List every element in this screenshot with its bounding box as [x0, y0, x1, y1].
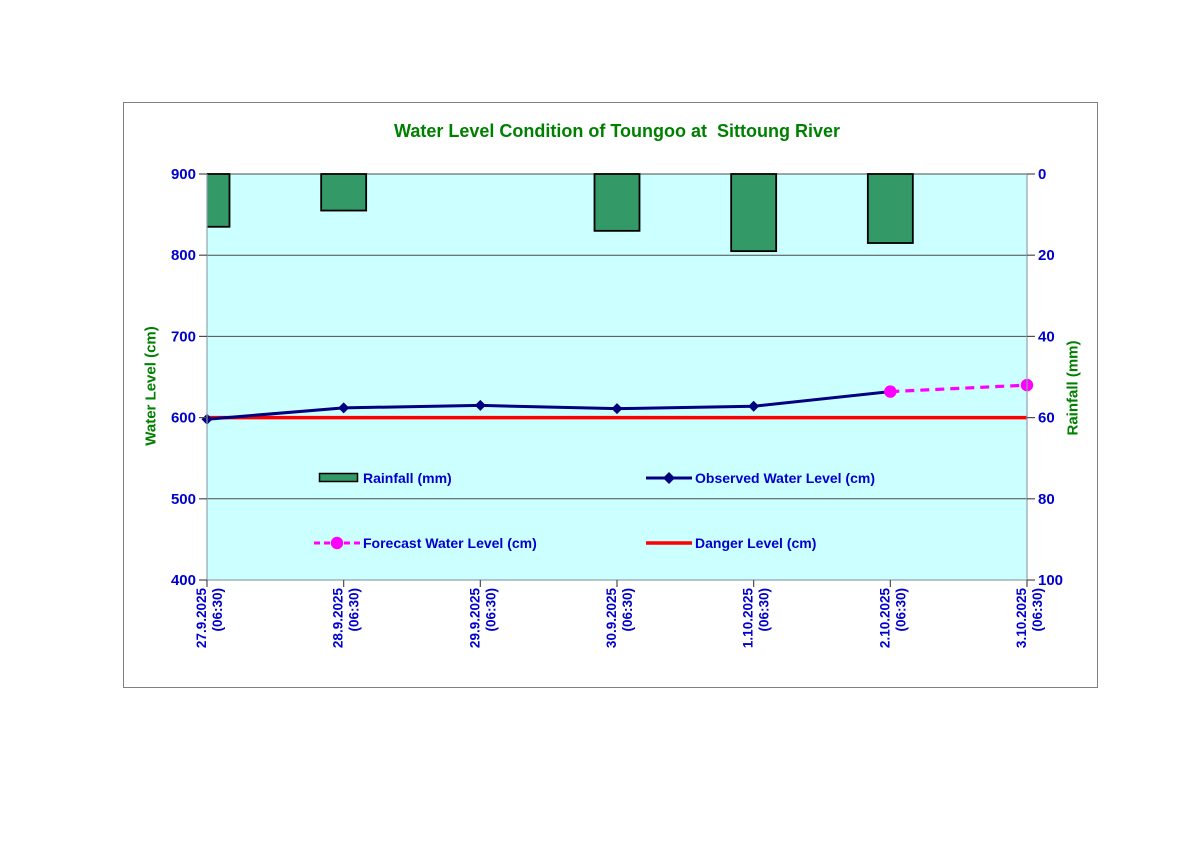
x-axis-date-label: 2.10.2025 — [877, 588, 892, 649]
rainfall-bar — [730, 173, 778, 253]
left-tick-label: 700 — [171, 328, 196, 345]
left-tick-label: 800 — [171, 247, 196, 264]
x-axis-date-label: 27.9.2025 — [194, 588, 209, 649]
right-tick-label: 0 — [1038, 166, 1046, 183]
left-axis-title: Water Level (cm) — [142, 326, 160, 446]
legend-label-forecast: Forecast Water Level (cm) — [363, 535, 537, 551]
left-tick-label: 400 — [171, 572, 196, 589]
legend-item-observed: Observed Water Level (cm) — [646, 470, 875, 486]
x-axis-date-label: 30.9.2025 — [604, 588, 619, 649]
chart-title: Water Level Condition of Toungoo at Sitt… — [394, 121, 840, 141]
observed-marker — [748, 400, 760, 412]
left-tick-label: 900 — [171, 166, 196, 183]
legend-item-forecast: Forecast Water Level (cm) — [314, 535, 537, 551]
right-tick-label: 80 — [1038, 491, 1055, 508]
right-tick-label: 20 — [1038, 247, 1055, 264]
x-axis-date-label: 3.10.2025 — [1014, 588, 1029, 649]
forecast-legend-circle — [330, 536, 344, 550]
left-tick-label: 600 — [171, 410, 196, 427]
forecast-line — [890, 383, 1028, 394]
forecast-marker — [884, 385, 897, 398]
observed-line-icon — [646, 472, 692, 484]
right-axis-title: Rainfall (mm) — [1064, 340, 1082, 436]
rainfall-bar — [593, 173, 641, 232]
rainfall-swatch-icon — [318, 472, 359, 483]
observed-marker — [611, 403, 623, 415]
rainfall-swatch — [318, 472, 359, 483]
right-tick-label: 40 — [1038, 328, 1055, 345]
x-axis-time-label: (06:30) — [483, 588, 498, 632]
x-axis-date-label: 29.9.2025 — [467, 588, 482, 649]
legend-label-observed: Observed Water Level (cm) — [695, 470, 875, 486]
x-axis-time-label: (06:30) — [893, 588, 908, 632]
x-axis-date-label: 28.9.2025 — [331, 588, 346, 649]
x-axis-time-label: (06:30) — [347, 588, 362, 632]
legend-item-danger: Danger Level (cm) — [646, 535, 816, 551]
rainfall-bar — [866, 173, 914, 244]
x-axis-date-label: 1.10.2025 — [741, 588, 756, 649]
rainfall-bar — [320, 173, 368, 212]
right-tick-label: 60 — [1038, 410, 1055, 427]
right-tick-label: 100 — [1038, 572, 1063, 589]
observed-marker — [338, 402, 350, 414]
observed-line — [206, 390, 891, 421]
left-tick-label: 500 — [171, 491, 196, 508]
danger-line-icon — [646, 541, 692, 545]
x-axis-time-label: (06:30) — [620, 588, 635, 632]
observed-marker — [474, 399, 486, 411]
x-axis-time-label: (06:30) — [757, 588, 772, 632]
forecast-line-icon — [314, 536, 360, 550]
legend-item-rainfall: Rainfall (mm) — [318, 470, 452, 486]
rainfall-bar — [207, 173, 231, 228]
x-axis-time-label: (06:30) — [1030, 588, 1045, 632]
legend-label-rainfall: Rainfall (mm) — [363, 470, 452, 486]
legend-label-danger: Danger Level (cm) — [695, 535, 817, 551]
observed-legend-diamond — [663, 472, 675, 484]
x-axis-time-label: (06:30) — [210, 588, 225, 632]
